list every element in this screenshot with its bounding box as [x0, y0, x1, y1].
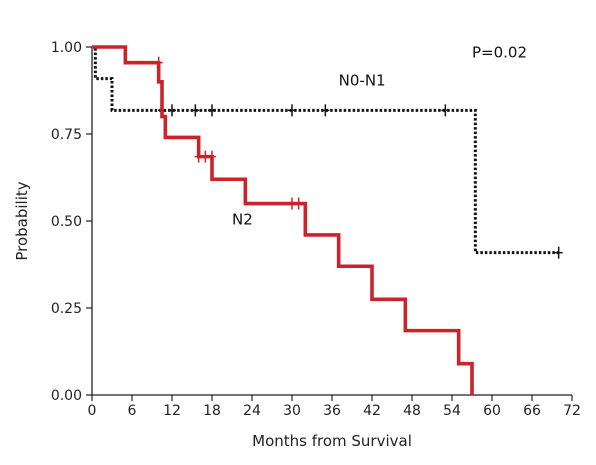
x-tick-label: 60	[483, 403, 501, 419]
x-tick-label: 48	[403, 403, 421, 419]
annotation-layer: P=0.02 N0-N1 N2	[232, 43, 527, 228]
axes: 0 6 12 18 24 30 36 42 48 54 60 66 72 0.00 0.25 0.50 0.75…	[51, 40, 581, 419]
x-tick-label: 36	[323, 403, 341, 419]
x-tick-label: 42	[363, 403, 381, 419]
x-tick-label: 0	[88, 403, 97, 419]
x-tick-label: 6	[128, 403, 137, 419]
x-tick-label: 18	[203, 403, 221, 419]
x-tick-label: 72	[563, 403, 581, 419]
annotation-label: N2	[232, 210, 253, 228]
series-line-n2	[92, 45, 474, 395]
series-line-n0-n1	[92, 45, 559, 255]
y-tick-label: 0.00	[51, 388, 82, 404]
series-layer	[92, 45, 563, 395]
y-axis-title: Probability	[13, 181, 31, 260]
x-tick-label: 54	[443, 403, 461, 419]
annotation-label: P=0.02	[472, 43, 527, 61]
y-tick-label: 0.75	[51, 127, 82, 143]
x-tick-label: 12	[163, 403, 181, 419]
annotation-label: N0-N1	[339, 71, 386, 89]
x-tick-label: 66	[523, 403, 541, 419]
y-tick-label: 0.25	[51, 301, 82, 317]
y-tick-label: 1.00	[51, 40, 82, 56]
x-axis-title: Months from Survival	[252, 432, 412, 450]
y-tick-label: 0.50	[51, 214, 82, 230]
x-tick-label: 24	[243, 403, 261, 419]
x-tick-label: 30	[283, 403, 301, 419]
